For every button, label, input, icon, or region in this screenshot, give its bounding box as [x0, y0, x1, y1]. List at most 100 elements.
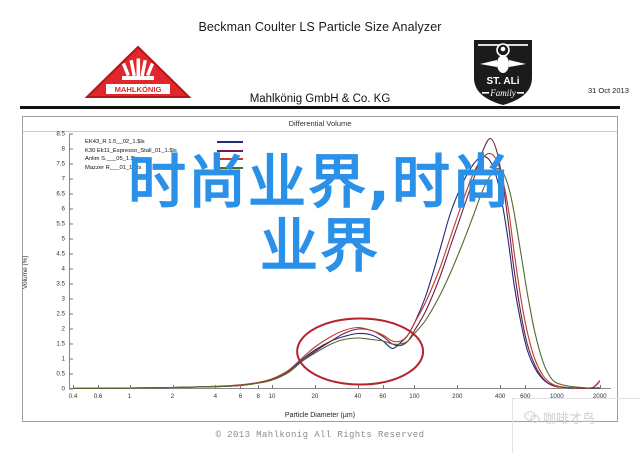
series-line [72, 155, 600, 389]
y-tick-label: 3.5 [56, 280, 65, 288]
x-tick-label: 2 [170, 393, 175, 400]
chart-container: Differential Volume 0 0.5 1 1.5 2 2.5 3 3.5 4 4.5… [22, 116, 618, 422]
y-tick-label: 6 [61, 205, 65, 213]
legend-color-swatch [217, 149, 243, 152]
y-tick-mark [69, 388, 73, 390]
x-tick-mark [382, 385, 384, 389]
x-tick-mark [357, 385, 359, 389]
series-line [72, 152, 601, 389]
chart-title: Differential Volume [288, 119, 352, 128]
y-tick-label: 4.5 [56, 250, 65, 258]
curves-svg [72, 137, 601, 389]
y-tick-mark [69, 193, 73, 195]
x-tick-label: 8 [256, 393, 260, 400]
x-tick-label: 600 [520, 393, 531, 400]
x-axis-label: Particle Diameter (µm) [284, 412, 356, 419]
mahlkonig-logo-text: MAHLKÖNIG [115, 85, 162, 94]
legend-color-swatch [217, 141, 243, 144]
y-tick-mark [69, 298, 73, 300]
x-tick-label: 0.4 [68, 393, 78, 400]
y-tick-mark [69, 208, 73, 210]
y-tick-label: 0 [61, 385, 65, 393]
y-tick-mark [69, 253, 73, 255]
legend-color-swatch [217, 158, 243, 161]
watermark-text: 咖啡才鸟 [543, 412, 596, 427]
x-tick-mark [314, 385, 316, 389]
report-date: 31 Oct 2013 [588, 86, 629, 95]
y-tick-label: 8.5 [56, 130, 65, 138]
stali-logo-subtext: Family [489, 88, 516, 98]
x-tick-label: 20 [311, 393, 319, 400]
legend-item: Anlim S.___05_1.$ls [85, 155, 243, 164]
x-tick-mark [457, 385, 459, 389]
y-tick-label: 4 [61, 265, 65, 273]
company-name: Mahlkönig GmbH & Co. KG [0, 93, 640, 105]
x-tick-label: 400 [495, 393, 506, 400]
y-tick-mark [69, 178, 73, 180]
y-tick-mark [69, 148, 73, 150]
legend-color-swatch [217, 167, 243, 170]
y-tick-mark [69, 133, 73, 135]
legend-item: K30 Ek11_Espresso_Stall_01_1.$ls [85, 147, 243, 156]
legend-item-label: Anlim S.___05_1.$ls [85, 156, 139, 163]
x-tick-mark [215, 385, 217, 389]
x-tick-mark [414, 385, 416, 389]
stali-logo: ST. ALi Family [468, 34, 538, 108]
y-tick-mark [69, 283, 73, 285]
y-tick-label: 2 [61, 325, 65, 333]
x-tick-label: 100 [409, 393, 420, 400]
x-tick-mark [500, 385, 502, 389]
series-line [72, 137, 601, 389]
chart-title-divider [23, 131, 617, 132]
series-line [72, 167, 600, 389]
chart-legend: EK43_R 1.5__02_1.$ls K30 Ek11_Espresso_St… [85, 138, 243, 172]
y-tick-mark [69, 238, 73, 240]
y-axis-line [69, 134, 70, 389]
x-tick-label: 60 [379, 393, 387, 400]
header-divider [20, 106, 620, 109]
x-tick-label: 4 [213, 393, 218, 400]
company-name-text: Mahlkönig GmbH & Co. KG [242, 93, 398, 105]
x-tick-mark [272, 385, 274, 389]
y-tick-label: 3 [61, 295, 65, 303]
x-tick-label: 1000 [549, 393, 564, 400]
y-tick-mark [69, 313, 73, 315]
legend-item-label: EK43_R 1.5__02_1.$ls [85, 139, 145, 145]
x-tick-label: 1 [127, 393, 132, 400]
x-tick-label: 10 [268, 393, 276, 400]
y-tick-mark [69, 358, 73, 360]
x-tick-label: 0.6 [93, 393, 103, 400]
x-tick-label: 6 [238, 393, 243, 400]
plot-area: 0 0.5 1 1.5 2 2.5 3 3.5 4 4.5 5 5.5 6 6.5 7 7.5 8 8.5 0.4… [56, 131, 611, 400]
y-tick-mark [69, 223, 73, 225]
wechat-icon [524, 411, 540, 423]
x-tick-label: 2000 [592, 393, 607, 400]
stali-logo-text: ST. ALi [487, 76, 520, 87]
y-tick-label: 1 [61, 355, 65, 363]
legend-item: EK43_R 1.5__02_1.$ls [85, 138, 243, 147]
x-tick-mark [525, 385, 527, 389]
x-tick-mark [129, 385, 131, 389]
x-tick-mark [599, 385, 601, 389]
y-tick-label: 6.5 [56, 190, 65, 198]
legend-item-label: K30 Ek11_Espresso_Stall_01_1.$ls [85, 147, 177, 154]
mahlkonig-logo: MAHLKÖNIG [84, 44, 192, 100]
x-tick-mark [172, 385, 174, 389]
x-tick-mark [72, 385, 74, 389]
x-tick-mark [98, 385, 100, 389]
y-tick-label: 7.5 [56, 160, 65, 168]
y-tick-mark [69, 373, 73, 375]
y-tick-mark [69, 163, 73, 165]
x-tick-label: 40 [354, 393, 362, 400]
copyright: © 2013 Mahlkonig All Rights Reserved [215, 430, 425, 440]
x-tick-mark [556, 385, 558, 389]
y-tick-label: 1.5 [56, 340, 65, 348]
x-axis-line [69, 388, 611, 389]
x-tick-label: 200 [452, 393, 463, 400]
y-axis-label: Volume (%) [22, 255, 29, 289]
y-tick-mark [69, 343, 73, 345]
page-title: Beckman Coulter LS Particle Size Analyze… [198, 20, 442, 34]
watermark-frame [512, 398, 640, 453]
y-tick-label: 0.5 [56, 370, 65, 378]
